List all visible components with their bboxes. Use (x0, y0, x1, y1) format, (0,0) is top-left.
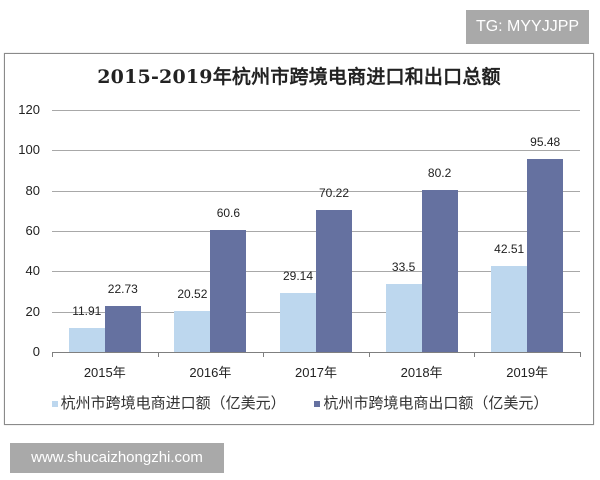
legend-item-export: 杭州市跨境电商出口额（亿美元） (314, 392, 548, 413)
bar-import (491, 266, 528, 352)
y-tick-label: 0 (32, 344, 40, 359)
bar-export (104, 306, 141, 352)
x-tick-label: 2017年 (295, 365, 337, 380)
y-tick-label: 60 (25, 223, 40, 238)
bar-import (68, 327, 105, 352)
bar-export (316, 210, 352, 352)
data-label-import: 33.5 (391, 260, 416, 275)
x-tick-label: 2019年 (506, 365, 549, 380)
data-label-import: 42.51 (494, 242, 525, 257)
x-tick-label: 2015年 (83, 365, 126, 380)
data-label-export: 80.2 (427, 166, 452, 181)
watermark-badge-top: TG: MYYJJPP (466, 10, 589, 44)
x-tick-mark (474, 352, 476, 357)
bar-export (527, 159, 564, 352)
x-tick-label: 2016年 (189, 365, 232, 380)
x-tick-mark (52, 352, 53, 357)
y-tick-label: 20 (25, 303, 40, 319)
x-tick-label: 2018年 (400, 365, 443, 380)
bar-export (210, 229, 247, 352)
data-label-import: 11.91 (72, 303, 102, 318)
bar-import (280, 293, 316, 352)
data-label-import: 20.52 (177, 286, 208, 301)
bar-export (421, 190, 458, 352)
bar-import (174, 310, 211, 352)
legend-label-export: 杭州市跨境电商出口额（亿美元） (323, 394, 549, 412)
data-label-export: 22.73 (107, 282, 138, 297)
data-label-export: 70.22 (318, 186, 350, 201)
y-tick-label: 120 (18, 102, 40, 117)
legend: 杭州市跨境电商进口额（亿美元） 杭州市跨境电商出口额（亿美元） (0, 392, 600, 413)
data-label-export: 95.48 (530, 135, 561, 150)
legend-swatch-import (51, 400, 58, 407)
x-tick-mark (580, 352, 581, 357)
gridline (52, 110, 580, 111)
x-tick-mark (157, 352, 159, 357)
legend-item-import: 杭州市跨境电商进口额（亿美元） (51, 392, 286, 413)
y-tick-label: 40 (25, 263, 40, 279)
bar-import (385, 284, 422, 352)
y-tick-label: 80 (25, 182, 40, 198)
legend-swatch-export (314, 400, 321, 407)
chart-title: 2015-2019年杭州市跨境电商进口和出口总额 (97, 66, 501, 88)
x-tick-mark (368, 352, 370, 357)
y-tick-label: 100 (18, 142, 40, 158)
gridline (52, 190, 580, 192)
legend-label-import: 杭州市跨境电商进口额（亿美元） (60, 394, 286, 412)
x-tick-mark (263, 352, 265, 357)
data-label-export: 60.6 (216, 205, 241, 220)
watermark-badge-url: www.shucaizhongzhi.com (10, 443, 224, 473)
gridline (52, 150, 580, 152)
data-label-import: 29.14 (282, 269, 314, 284)
x-axis (52, 352, 580, 353)
chart-frame: 2015-2019年杭州市跨境电商进口和出口总额 (4, 53, 594, 425)
